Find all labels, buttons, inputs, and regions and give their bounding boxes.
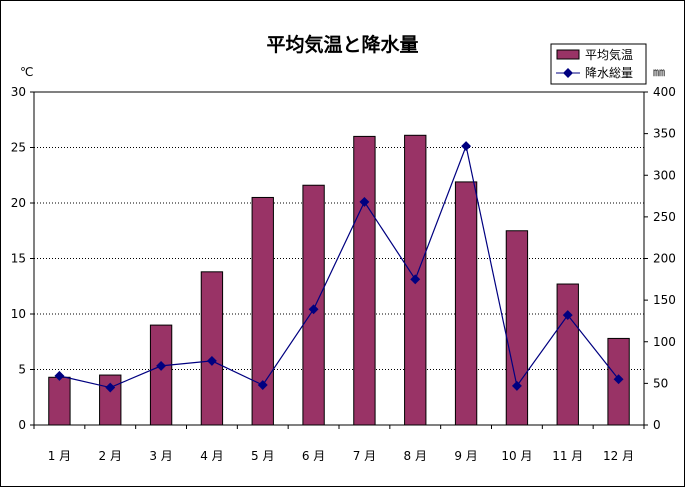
temperature-bar (454, 181, 478, 426)
precipitation-point (410, 274, 421, 285)
x-axis-ticks: 1 月 2 月 3 月 4 月 5 月 6 月 7 月 8 月 9 月 10 月 11 月 12 月 (33, 425, 645, 463)
left-tick-label: 10 (11, 307, 26, 321)
x-tick-label: 11 月 (552, 449, 583, 463)
left-axis-unit: ℃ (20, 65, 33, 79)
right-tick-label: 100 (653, 335, 676, 349)
precipitation-point (511, 380, 522, 391)
precipitation-point (359, 196, 370, 207)
x-tick-label: 12 月 (603, 449, 634, 463)
x-tick-label: 1 月 (48, 449, 71, 463)
temperature-bar (48, 376, 71, 426)
legend: 平均気温 降水総量 (550, 43, 647, 85)
x-tick-label: 7 月 (353, 449, 376, 463)
left-tick-label: 25 (11, 141, 26, 155)
right-tick-label: 150 (653, 293, 676, 307)
precipitation-point (308, 304, 319, 315)
left-tick-label: 5 (18, 363, 26, 377)
precipitation-point (613, 374, 624, 385)
right-axis-unit: ㎜ (653, 65, 665, 79)
temperature-bar (556, 283, 579, 426)
legend-label-temperature: 平均気温 (585, 47, 633, 62)
x-tick-label: 2 月 (99, 449, 122, 463)
left-axis-ticks: 0 5 10 15 20 25 30 (11, 85, 34, 432)
temperature-bars (48, 134, 630, 426)
precipitation-point (257, 380, 268, 390)
right-tick-label: 400 (653, 85, 676, 99)
x-tick-label: 3 月 (149, 449, 172, 463)
temperature-bar (200, 271, 224, 426)
x-tick-label: 9 月 (454, 449, 477, 463)
x-tick-label: 6 月 (302, 449, 325, 463)
precipitation-point (206, 355, 217, 366)
left-tick-label: 20 (11, 196, 26, 210)
right-axis-ticks: 0 50 100 150 200 250 300 350 400 (644, 85, 676, 432)
right-tick-label: 50 (653, 376, 668, 390)
precipitation-point (156, 360, 167, 371)
legend-bar-swatch (556, 49, 580, 60)
x-tick-label: 4 月 (200, 449, 223, 463)
left-tick-label: 0 (18, 418, 26, 432)
precipitation-series-line (59, 143, 620, 389)
precipitation-point (461, 141, 472, 152)
right-tick-label: 200 (653, 252, 676, 266)
legend-marker (563, 68, 573, 78)
legend-label-precipitation: 降水総量 (585, 66, 633, 80)
x-tick-label: 5 月 (251, 449, 274, 463)
x-tick-label: 8 月 (404, 449, 427, 463)
right-tick-label: 250 (653, 210, 676, 224)
x-tick-label: 10 月 (501, 449, 532, 463)
left-tick-label: 30 (11, 85, 26, 99)
temperature-bar (99, 374, 122, 426)
precipitation-point (562, 310, 573, 321)
precipitation-line (54, 141, 624, 393)
right-tick-label: 350 (653, 127, 676, 141)
left-tick-label: 15 (11, 252, 26, 266)
temperature-bar (505, 230, 529, 426)
right-tick-label: 0 (653, 418, 661, 432)
temperature-bar (149, 324, 173, 426)
chart-title: 平均気温と降水量 (266, 34, 419, 56)
right-tick-label: 300 (653, 168, 676, 182)
temperature-bar (353, 135, 376, 426)
temperature-bar (251, 196, 274, 426)
plot-area (33, 91, 645, 426)
